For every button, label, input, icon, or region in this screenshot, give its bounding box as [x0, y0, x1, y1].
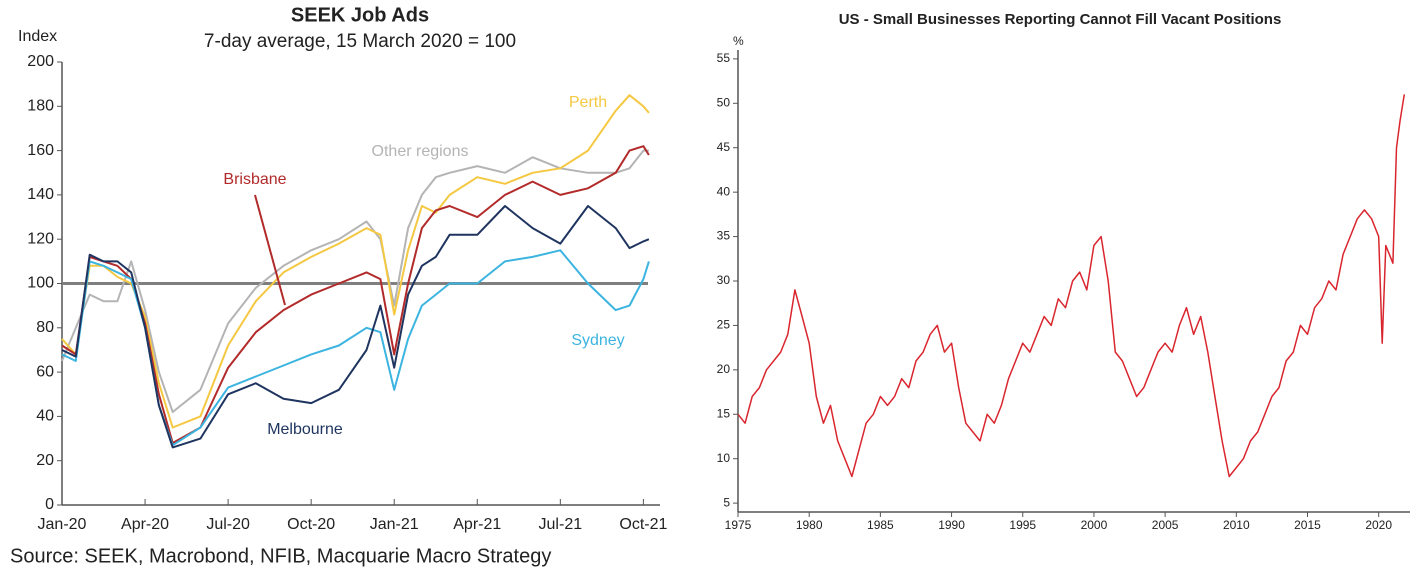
x-tick-label: 2000	[1081, 518, 1108, 532]
y-tick-label: 160	[27, 142, 54, 159]
series-line	[61, 249, 650, 447]
y-tick-label: 10	[717, 451, 731, 465]
chart-title: US - Small Businesses Reporting Cannot F…	[839, 11, 1282, 28]
y-tick-label: 55	[717, 51, 731, 65]
y-tick-label: 20	[36, 452, 54, 469]
y-tick-label: 45	[717, 140, 731, 154]
series-label: Perth	[569, 94, 607, 111]
y-tick-label: 50	[717, 95, 731, 109]
y-tick-label: 25	[717, 318, 731, 332]
x-tick-label: Jul-20	[206, 516, 250, 533]
y-tick-label: 140	[27, 186, 54, 203]
x-tick-label: 2010	[1223, 518, 1250, 532]
y-tick-label: 5	[723, 495, 730, 509]
series-label: Sydney	[571, 332, 624, 349]
y-axis-label: %	[733, 34, 744, 48]
y-tick-label: 15	[717, 406, 731, 420]
y-tick-label: 30	[717, 273, 731, 287]
label-pointer	[254, 194, 286, 306]
x-tick-label: 1975	[725, 518, 752, 532]
x-tick-label: 2005	[1152, 518, 1179, 532]
series-line	[61, 94, 650, 429]
y-tick-label: 0	[45, 496, 54, 513]
series-line	[61, 145, 650, 444]
series-line	[61, 205, 650, 449]
y-tick-label: 40	[36, 408, 54, 425]
series-label: Melbourne	[267, 421, 343, 438]
y-tick-label: 60	[36, 363, 54, 380]
y-tick-label: 80	[36, 319, 54, 336]
y-tick-label: 35	[717, 229, 731, 243]
series-line	[737, 94, 1406, 478]
source-note: Source: SEEK, Macrobond, NFIB, Macquarie…	[10, 545, 551, 567]
y-tick-label: 200	[27, 53, 54, 70]
y-tick-label: 100	[27, 275, 54, 292]
x-tick-label: Apr-21	[453, 516, 501, 533]
y-axis-label: Index	[18, 28, 57, 45]
chart-subtitle: 7-day average, 15 March 2020 = 100	[204, 31, 516, 52]
y-tick-label: 120	[27, 230, 54, 247]
x-tick-label: 1995	[1009, 518, 1036, 532]
series-label: Other regions	[372, 143, 469, 160]
x-tick-label: Jan-20	[38, 516, 87, 533]
series-label: Brisbane	[223, 171, 286, 188]
x-tick-label: 2015	[1294, 518, 1321, 532]
x-tick-label: 2020	[1365, 518, 1392, 532]
chart-title: SEEK Job Ads	[291, 4, 429, 26]
series-line	[61, 149, 649, 413]
x-tick-label: Apr-20	[121, 516, 169, 533]
y-tick-label: 180	[27, 98, 54, 115]
x-tick-label: Jan-21	[370, 516, 419, 533]
y-tick-label: 20	[717, 362, 731, 376]
x-tick-label: Jul-21	[539, 516, 583, 533]
y-tick-label: 40	[717, 184, 731, 198]
x-tick-label: 1980	[796, 518, 823, 532]
x-tick-label: Oct-21	[619, 516, 667, 533]
x-tick-label: 1990	[938, 518, 965, 532]
x-tick-label: Oct-20	[287, 516, 335, 533]
x-tick-label: 1985	[867, 518, 894, 532]
